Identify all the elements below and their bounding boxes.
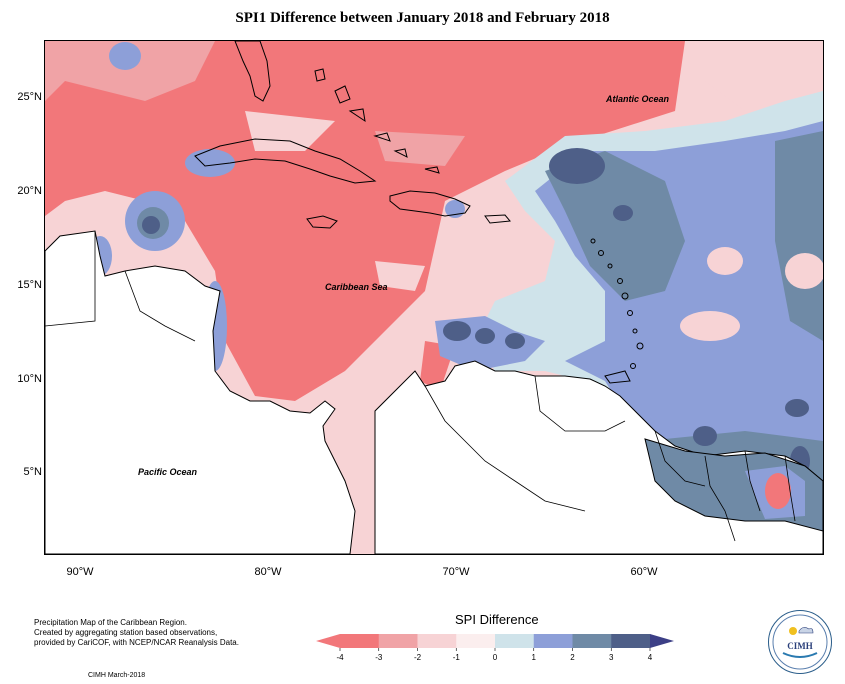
cimh-logo: CIMH	[768, 610, 832, 674]
colorbar-arrow-low	[316, 634, 340, 648]
colorbar-tick-label: -1	[453, 653, 461, 662]
colorbar-tick-label: 4	[648, 653, 653, 662]
lat-label-10n: 10°N	[17, 373, 42, 385]
colorbar-tick-label: -4	[336, 653, 344, 662]
lesser-antilles	[590, 238, 644, 384]
colorbar-swatch	[495, 634, 535, 648]
colorbar-tick-label: -2	[414, 653, 422, 662]
label-caribbean-sea: Caribbean Sea	[325, 282, 388, 292]
map-description: Precipitation Map of the Caribbean Regio…	[34, 618, 274, 648]
colorbar-tick-label: 2	[570, 653, 575, 662]
lon-label-80w: 80°W	[254, 566, 282, 578]
lat-label-25n: 25°N	[17, 91, 42, 103]
colorbar-swatch	[533, 634, 573, 648]
lat-label-5n: 5°N	[23, 466, 42, 478]
colorbar-swatch	[378, 634, 418, 648]
country-borders	[45, 231, 796, 542]
spi-colorbar: -4 -3 -2 -1 0 1 2 3 4	[316, 634, 674, 662]
description-line-2: Created by aggregating station based obs…	[34, 628, 218, 637]
colorbar-tick-label: 1	[532, 653, 537, 662]
cuba	[194, 138, 377, 184]
lat-label-20n: 20°N	[17, 185, 42, 197]
colorbar-arrow-high	[650, 634, 674, 648]
jamaica	[306, 215, 338, 229]
logo-emblem-icon	[772, 614, 828, 670]
lon-label-90w: 90°W	[66, 566, 94, 578]
florida	[234, 41, 271, 102]
colorbar-tick-label: -3	[375, 653, 383, 662]
label-atlantic-ocean: Atlantic Ocean	[606, 94, 670, 104]
lon-label-70w: 70°W	[442, 566, 470, 578]
colorbar-tick-label: 3	[609, 653, 614, 662]
logo-text: CIMH	[787, 641, 813, 651]
colorbar-swatch	[611, 634, 651, 648]
colorbar-tick-label: 0	[493, 653, 498, 662]
colorbar-swatch	[340, 634, 380, 648]
lon-label-60w: 60°W	[630, 566, 658, 578]
colorbar-swatch	[456, 634, 496, 648]
label-pacific-ocean: Pacific Ocean	[138, 467, 198, 477]
hispaniola	[389, 190, 471, 217]
legend-title: SPI Difference	[455, 612, 539, 627]
map-title: SPI1 Difference between January 2018 and…	[235, 10, 610, 26]
bahamas-islands	[314, 68, 440, 174]
lat-label-15n: 15°N	[17, 279, 42, 291]
description-line-3: provided by CariCOF, with NCEP/NCAR Rean…	[34, 638, 239, 647]
puerto-rico	[484, 214, 511, 224]
description-line-1: Precipitation Map of the Caribbean Regio…	[34, 618, 187, 627]
colorbar-swatch	[572, 634, 612, 648]
map-area	[44, 40, 824, 555]
credit-line: CIMH March-2018	[88, 672, 146, 679]
colorbar-swatch	[417, 634, 457, 648]
spi-difference-field	[45, 41, 823, 554]
